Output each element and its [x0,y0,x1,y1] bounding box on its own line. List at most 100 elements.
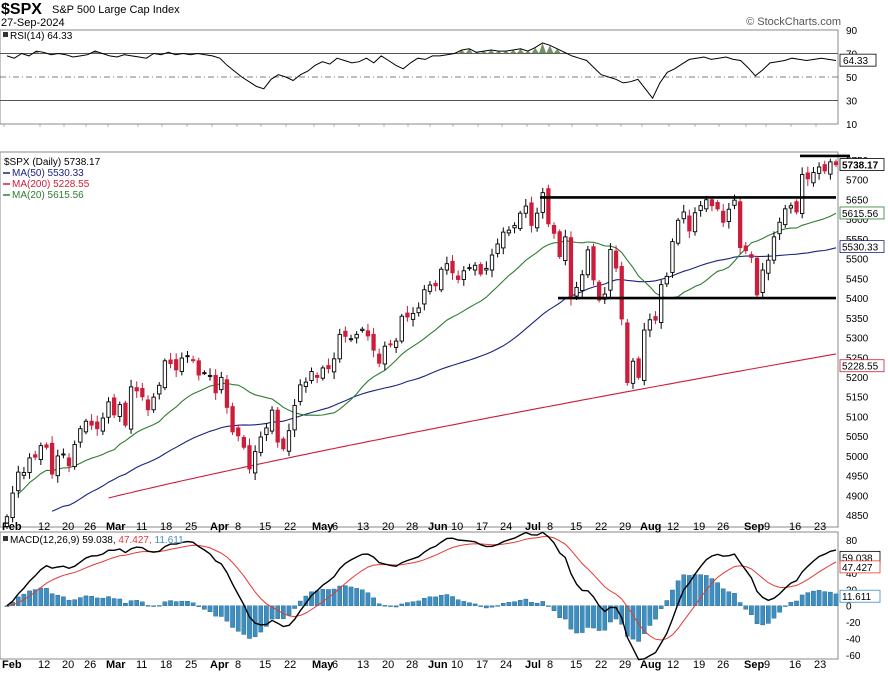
candle-body [106,401,111,418]
candle-body [33,454,38,458]
rsi-tick-label: 30 [846,97,858,108]
candle-body [484,267,489,271]
candle-body [89,420,94,426]
price-tick-label: 5050 [846,432,869,443]
ma200-line [108,353,837,499]
x-tick-label: 8 [547,659,553,671]
ma20-last-label: 5615.56 [842,209,879,220]
candle-body [21,472,27,476]
macd-histogram-bar [500,603,506,606]
macd-histogram-bar [179,600,185,606]
price-tick-label: 5400 [846,294,869,305]
price-tick-label: 5600 [846,215,869,226]
macd-histogram-bar [579,605,585,633]
macd-histogram-bar [675,580,681,606]
macd-histogram-bar [4,605,10,607]
candle-body [134,387,139,392]
x-tick-label: 23 [814,521,826,533]
candle-body [794,201,799,213]
macd-legend-swatch [3,536,8,541]
macd-histogram-bar [596,605,602,631]
macd-histogram-bar [715,582,720,606]
macd-histogram-bar [202,605,207,610]
candle-body [675,219,681,244]
candle-body [766,259,771,274]
macd-histogram-bar [495,605,500,607]
candle-body [698,205,703,211]
macd-tick-label: -40 [846,635,861,646]
candle-body [472,264,478,271]
x-tick-label: 23 [814,659,826,671]
ma20-legend-label: MA(20) 5615.56 [12,190,84,201]
candle-body [636,358,641,378]
macd-histogram-bar [354,588,359,606]
candle-body [399,315,404,342]
x-tick-label: Aug [640,521,661,533]
price-tick-label: 5100 [846,412,869,423]
price-tick-label: 4850 [846,511,869,522]
candle-body [506,229,512,234]
candle-body [298,384,303,402]
x-tick-label: 15 [259,659,271,671]
candle-body [811,172,816,184]
x-tick-label: Apr [210,659,230,671]
macd-histogram-bar [828,591,833,606]
x-tick-label: May [312,659,334,671]
price-frame [0,151,839,528]
candle-body [450,260,455,274]
candle-body [360,328,365,331]
macd-histogram-bar [540,601,546,606]
price-tick-label: 5450 [846,274,869,285]
chart-header: $SPX S&P 500 Large Cap Index 27-Sep-2024… [0,0,888,30]
x-tick-label: 22 [595,659,607,671]
macd-tick-label: -60 [846,651,861,662]
candle-body [783,208,788,226]
candle-body [546,188,551,225]
macd-histogram-bar [371,597,376,606]
hist-last-label: 11.611 [842,592,872,603]
candle-body [427,284,433,292]
candle-body [202,372,207,375]
candle-body [422,289,427,305]
macd-histogram-bar [156,605,162,607]
ma50-legend-label: MA(50) 5530.33 [12,168,84,179]
macd-histogram-bar [44,588,49,606]
candle-body [405,312,410,318]
candle-body [162,360,168,389]
price-panel: 4850 4900 4950 5000 5050 5100 5150 5200 5250 5300… [0,151,885,529]
x-tick-label: Sep [744,659,764,671]
macd-histogram-bar [382,605,388,607]
macd-histogram-bar [788,602,794,606]
macd-histogram-bar [185,601,190,606]
candle-body [49,442,55,475]
macd-histogram-bar [241,605,247,635]
x-tick-label: 22 [284,659,296,671]
x-tick-label: 19 [693,659,705,671]
macd-histogram-bar [66,599,72,606]
macd-histogram-bar [77,597,83,606]
price-tick-label: 5700 [846,176,869,187]
candle-body [630,360,636,384]
macd-histogram-bar [314,590,320,606]
macd-histogram-bar [337,585,343,606]
macd-histogram-bar [140,601,145,606]
macd-histogram-bar [49,593,55,606]
macd-legend-label: MACD(12,26,9) 59.038, 47.427, 11.611 [10,535,184,546]
macd-histogram-bar [61,596,66,606]
price-tick-label: 5300 [846,334,869,345]
macd-histogram-bar [422,598,427,606]
candle-body [112,397,117,416]
x-tick-label: 10 [451,659,463,671]
x-tick-label: 26 [84,659,96,671]
macd-signal-line [6,536,837,641]
price-tick-label: 4900 [846,491,869,502]
macd-histogram-bar [732,593,737,606]
x-tick-label: 26 [717,521,729,533]
candle-body [393,340,399,348]
macd-histogram-bar [489,605,495,608]
candle-body [726,208,731,222]
macd-histogram-bar [777,605,782,613]
rsi-value-label: 64.33 [843,56,868,67]
macd-histogram-bar [168,600,173,606]
x-tick-label: 18 [160,521,172,533]
